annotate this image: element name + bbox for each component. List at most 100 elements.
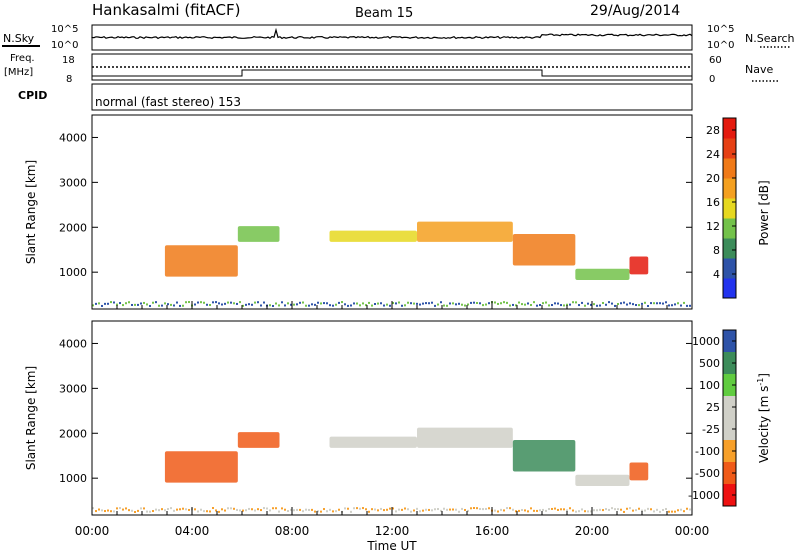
beam-title: Beam 15 bbox=[355, 6, 413, 21]
ground-scatter-point bbox=[269, 304, 271, 307]
ground-scatter-point bbox=[224, 509, 226, 512]
nsky-trace bbox=[91, 27, 693, 40]
colorbar-tick-label: -1000 bbox=[688, 489, 720, 502]
ground-scatter-point bbox=[368, 301, 370, 304]
colorbar-tick-label: 8 bbox=[713, 244, 720, 257]
ground-scatter-point bbox=[671, 304, 673, 307]
ground-scatter-point bbox=[566, 509, 568, 512]
ground-scatter-point bbox=[263, 507, 265, 510]
colorbar-tick-label: 28 bbox=[706, 124, 720, 137]
ground-scatter-point bbox=[512, 508, 514, 511]
ground-scatter-point bbox=[563, 508, 565, 511]
ground-scatter-point bbox=[110, 301, 112, 304]
ground-scatter-point bbox=[242, 509, 244, 512]
ground-scatter-point bbox=[620, 302, 622, 305]
colorbar-segment bbox=[723, 484, 736, 507]
ground-scatter-point bbox=[335, 510, 337, 513]
ground-scatter-point bbox=[653, 510, 655, 513]
ground-scatter-point bbox=[146, 303, 148, 306]
ground-scatter-point bbox=[326, 510, 328, 513]
ground-scatter-point bbox=[311, 303, 313, 306]
ground-scatter-point bbox=[248, 303, 250, 306]
ground-scatter-point bbox=[320, 510, 322, 513]
ground-scatter-point bbox=[608, 508, 610, 511]
echo-band bbox=[417, 427, 513, 448]
ground-scatter-point bbox=[308, 304, 310, 307]
ground-scatter-point bbox=[137, 509, 139, 512]
ground-scatter-point bbox=[395, 510, 397, 513]
ground-scatter-point bbox=[503, 509, 505, 512]
ground-scatter-point bbox=[611, 507, 613, 510]
date-title: 29/Aug/2014 bbox=[590, 3, 680, 19]
ground-scatter-point bbox=[476, 301, 478, 304]
ground-scatter-point bbox=[617, 303, 619, 306]
ground-scatter-point bbox=[419, 303, 421, 306]
ground-scatter-point bbox=[203, 301, 205, 304]
ground-scatter-point bbox=[182, 304, 184, 307]
ground-scatter-point bbox=[632, 509, 634, 512]
ground-scatter-point bbox=[599, 508, 601, 511]
velocity-colorbar-label: Velocity [m s-1] bbox=[756, 373, 771, 463]
y-tick-label: 3000 bbox=[59, 382, 87, 395]
echo-band bbox=[629, 462, 649, 481]
ground-scatter-point bbox=[458, 510, 460, 513]
ground-scatter-point bbox=[425, 302, 427, 305]
ground-scatter-point bbox=[686, 304, 688, 307]
ground-scatter-point bbox=[668, 304, 670, 307]
ground-scatter-point bbox=[665, 507, 667, 510]
ground-scatter-point bbox=[98, 302, 100, 305]
ground-scatter-point bbox=[164, 302, 166, 305]
ground-scatter-point bbox=[398, 301, 400, 304]
ground-scatter-point bbox=[197, 510, 199, 513]
ground-scatter-point bbox=[689, 508, 691, 511]
ground-scatter-point bbox=[647, 304, 649, 307]
ground-scatter-point bbox=[473, 507, 475, 510]
colorbar-tick-label: 1000 bbox=[692, 335, 720, 348]
ground-scatter-point bbox=[353, 302, 355, 305]
ground-scatter-point bbox=[434, 508, 436, 511]
ground-scatter-point bbox=[179, 304, 181, 307]
station-title: Hankasalmi (fitACF) bbox=[92, 1, 240, 19]
ground-scatter-point bbox=[206, 303, 208, 306]
ground-scatter-point bbox=[653, 302, 655, 305]
ground-scatter-point bbox=[92, 507, 94, 510]
ground-scatter-point bbox=[248, 507, 250, 510]
ground-scatter-point bbox=[128, 509, 130, 512]
ground-scatter-point bbox=[218, 302, 220, 305]
ground-scatter-point bbox=[125, 507, 127, 510]
ground-scatter-point bbox=[101, 304, 103, 307]
ground-scatter-point bbox=[215, 301, 217, 304]
ground-scatter-point bbox=[452, 302, 454, 305]
colorbar-tick-label: 500 bbox=[699, 357, 720, 370]
nsky-label: N.Sky bbox=[3, 32, 35, 45]
velocity-x-ticks: 00:00 04:00 08:00 12:00 16:00 20:00 00:00 bbox=[75, 507, 709, 538]
ground-scatter-point bbox=[314, 510, 316, 513]
ground-scatter-point bbox=[299, 508, 301, 511]
ground-scatter-point bbox=[173, 304, 175, 307]
ground-scatter-point bbox=[356, 507, 358, 510]
colorbar-tick-label: 12 bbox=[706, 220, 720, 233]
ground-scatter-point bbox=[641, 509, 643, 512]
ground-scatter-point bbox=[101, 509, 103, 512]
ground-scatter-point bbox=[470, 301, 472, 304]
ground-scatter-point bbox=[134, 510, 136, 513]
ground-scatter-point bbox=[296, 303, 298, 306]
ground-scatter-point bbox=[329, 508, 331, 511]
echo-band bbox=[164, 245, 238, 277]
ground-scatter-point bbox=[125, 302, 127, 305]
ground-scatter-point bbox=[311, 508, 313, 511]
ground-scatter-point bbox=[626, 507, 628, 510]
colorbar-segment bbox=[723, 118, 736, 139]
ground-scatter-point bbox=[383, 509, 385, 512]
ground-scatter-point bbox=[413, 509, 415, 512]
ground-scatter-point bbox=[290, 508, 292, 511]
ground-scatter-point bbox=[560, 508, 562, 511]
ground-scatter-point bbox=[185, 301, 187, 304]
ground-scatter-point bbox=[128, 301, 130, 304]
colorbar-segment bbox=[723, 374, 736, 397]
ground-scatter-point bbox=[293, 303, 295, 306]
nave-trace bbox=[92, 69, 692, 77]
nsky-panel bbox=[91, 24, 693, 51]
y-tick-label: 2000 bbox=[59, 221, 87, 234]
ground-scatter-point bbox=[161, 304, 163, 307]
